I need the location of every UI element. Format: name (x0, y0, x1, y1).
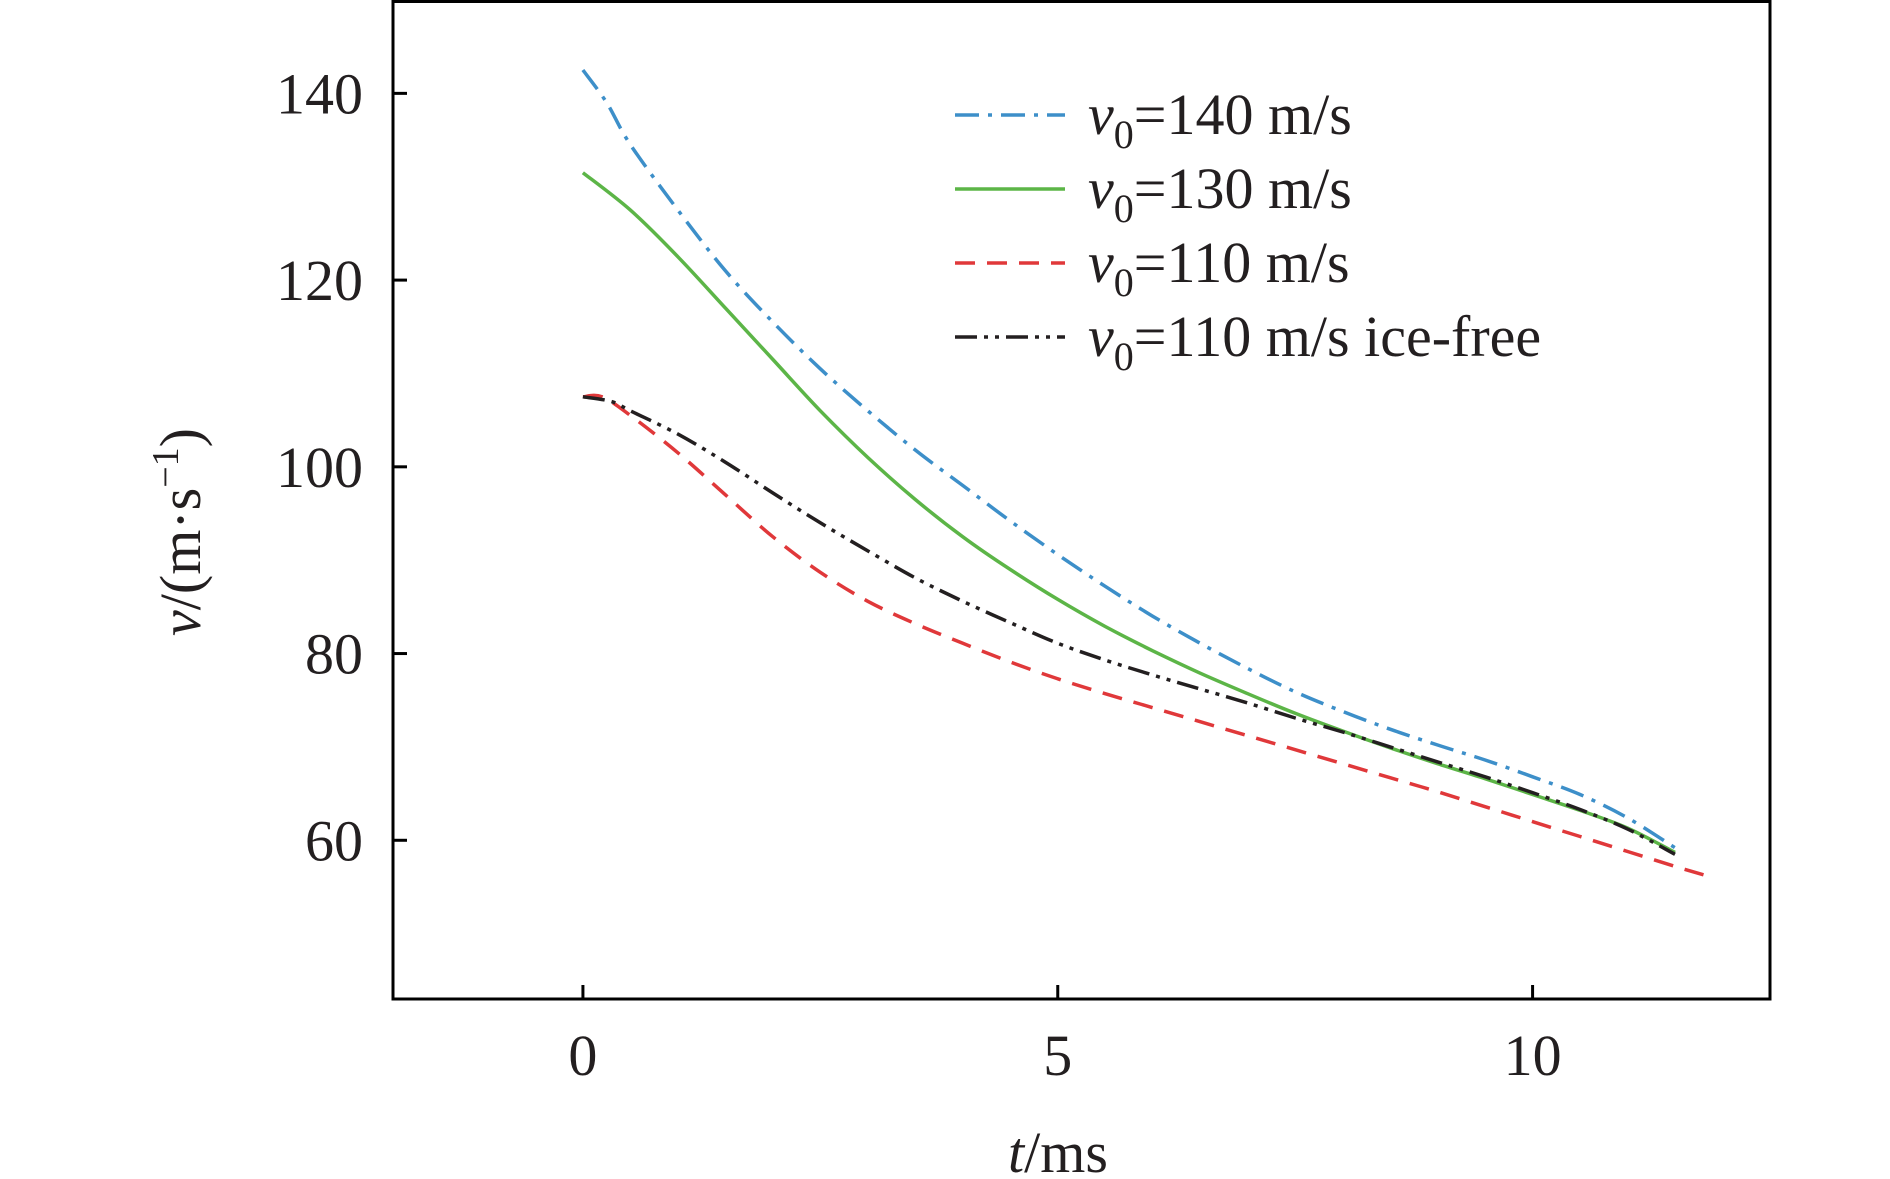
y-axis: 60 80 100 120 140 (276, 61, 407, 873)
y-tick-label: 120 (276, 248, 363, 313)
x-tick-label: 5 (1043, 1023, 1072, 1088)
x-tick-label: 0 (568, 1023, 597, 1088)
y-axis-title: v/(m·s−1) (145, 428, 213, 636)
legend: v0=140 m/sv0=130 m/sv0=110 m/sv0=110 m/s… (955, 82, 1541, 379)
legend-label-1: v0=140 m/s (1088, 82, 1352, 157)
y-tick-label: 140 (276, 61, 363, 126)
plot-border (391, 0, 1772, 1001)
x-tick-label: 10 (1504, 1023, 1562, 1088)
x-axis-title: t/ms (1008, 1120, 1108, 1179)
series-line-2 (581, 171, 1676, 854)
series-line-1 (581, 68, 1676, 850)
legend-label-3: v0=110 m/s (1088, 230, 1350, 305)
y-tick-label: 80 (305, 622, 363, 687)
y-tick-label: 60 (305, 808, 363, 873)
series-layer (581, 68, 1704, 877)
legend-label-2: v0=130 m/s (1088, 156, 1352, 231)
x-axis: 0 5 10 (568, 985, 1562, 1088)
legend-label-4: v0=110 m/s ice-free (1088, 304, 1541, 379)
series-line-4 (582, 395, 1676, 856)
y-tick-label: 100 (276, 435, 363, 500)
plot-frame (391, 0, 1772, 1001)
series-line-3 (582, 393, 1704, 877)
